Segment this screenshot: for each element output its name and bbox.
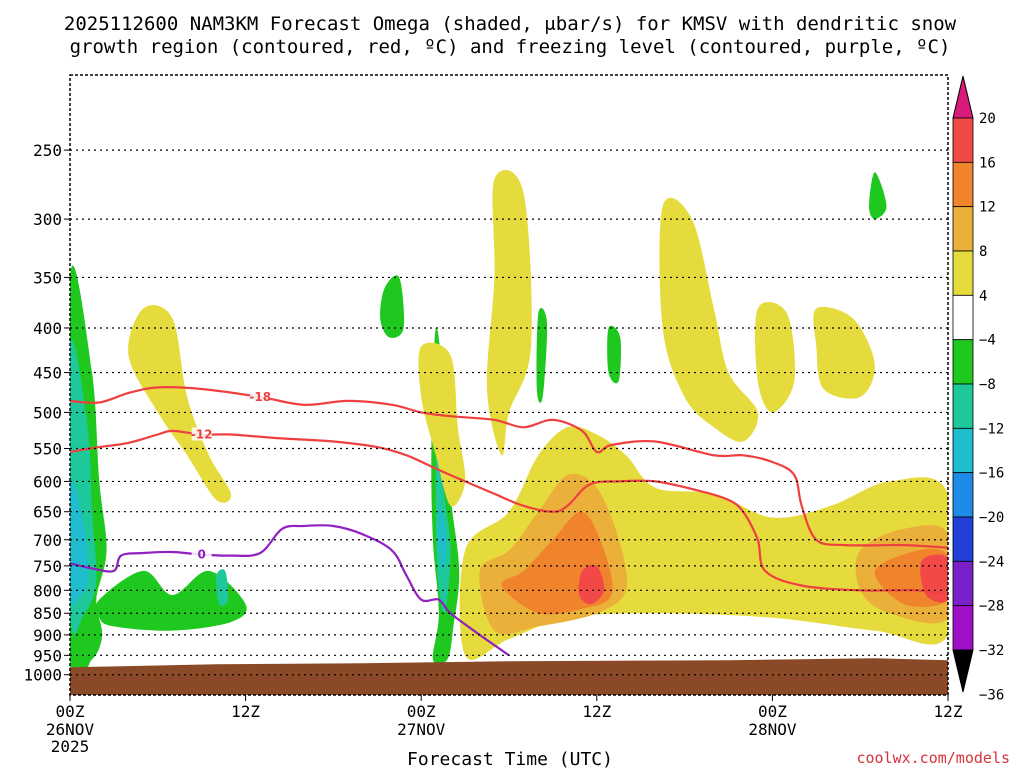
contour-label-isotherm-minus-18: -18: [249, 390, 271, 404]
y-tick-label: 800: [33, 581, 62, 600]
colorbar-bin: [952, 516, 974, 562]
contour-label-bg: [191, 547, 212, 561]
y-tick-label: 450: [33, 364, 62, 383]
omega-region-neg-top-right: [869, 172, 887, 220]
contour-isotherm-minus-18: [70, 386, 948, 549]
colorbar-tick-label: −20: [979, 510, 1004, 526]
colorbar-tick-label: 12: [979, 200, 996, 216]
omega-region-pos-col-27: [418, 342, 466, 507]
colorbar-bin: [952, 383, 974, 429]
colorbar-bin: [952, 427, 974, 474]
colorbar-bin: [952, 294, 974, 341]
chart-title-line-2: growth region (contoured, red, ºC) and f…: [70, 36, 951, 58]
omega-region-neg-left-inner: [70, 479, 89, 606]
y-tick-label: 850: [33, 604, 62, 623]
colorbar-bin: [952, 161, 974, 208]
y-tick-label: 550: [33, 439, 62, 458]
y-tick-label: 250: [33, 141, 62, 160]
colorbar-tick-label: −36: [979, 687, 1004, 703]
credit-link[interactable]: coolwx.com/models: [856, 749, 1010, 767]
colorbar-tick-label: −4: [979, 333, 996, 349]
chart-title-line-1: 2025112600 NAM3KM Forecast Omega (shaded…: [64, 13, 957, 35]
colorbar-bin: [952, 250, 974, 296]
colorbar-tick-label: −12: [979, 421, 1004, 437]
contour-freezing-level-0: [70, 524, 510, 657]
omega-region-neg-col-27-inner: [438, 505, 447, 571]
plot-area: [70, 75, 948, 695]
colorbar-bin: [952, 117, 974, 163]
y-tick-label: 400: [33, 319, 62, 338]
colorbar-tick-label: −8: [979, 377, 996, 393]
omega-region-pos-col-41: [659, 197, 759, 442]
colorbar-tick-label: −24: [979, 554, 1004, 570]
y-tick-label: 750: [33, 557, 62, 576]
x-tick-label: 00Z: [758, 702, 787, 721]
colorbar-tick-label: −32: [979, 643, 1004, 659]
y-tick-label: 950: [33, 646, 62, 665]
ground-terrain: [70, 658, 948, 695]
y-tick-label: 350: [33, 268, 62, 287]
colorbar-bin: [952, 560, 974, 607]
colorbar-bin: [952, 339, 974, 385]
omega-region-pos-band-44: [681, 533, 832, 575]
colorbar-tick-label: −16: [979, 466, 1004, 482]
x-tick-label: 00Z: [407, 702, 436, 721]
colorbar: 20 16 12 8 4 −4 −8 −12 −16 −20 −24 −28 −32 −36: [952, 75, 1004, 703]
y-tick-label: 700: [33, 531, 62, 550]
colorbar-tick-label: −28: [979, 599, 1004, 615]
x-tick-date: 28NOV: [748, 720, 797, 739]
colorbar-tick-label: 4: [979, 288, 987, 304]
y-tick-label: 900: [33, 626, 62, 645]
y-tick-label: 500: [33, 403, 62, 422]
omega-region-neg-low-band: [95, 570, 247, 631]
contour-layer: -18 -12 0: [70, 386, 948, 657]
omega-region-neg-thin-32: [536, 308, 548, 403]
plot-frame: [69, 74, 949, 696]
x-tick-label: 12Z: [582, 702, 611, 721]
y-tick-label: 650: [33, 503, 62, 522]
colorbar-max-arrow: [952, 75, 974, 119]
x-tick-label: 12Z: [934, 702, 963, 721]
colorbar-min-arrow: [952, 649, 974, 693]
y-tick-label: 600: [33, 472, 62, 491]
omega-region-pos-blob-48: [754, 301, 796, 413]
x-tick-date: 26NOV: [46, 720, 95, 739]
colorbar-tick-label: 20: [979, 111, 996, 127]
contour-label-bg: [191, 427, 212, 441]
omega-region-pos-core-16: [578, 564, 605, 605]
colorbar-bin: [952, 605, 974, 651]
x-axis-label: Forecast Time (UTC): [407, 749, 613, 768]
grid-layer: [70, 149, 948, 676]
contour-label-freezing-level-0: 0: [198, 548, 206, 562]
axes-layer: 250 300 350 400 450 500 550 600 650 700 750 800 850 9…: [23, 74, 963, 756]
colorbar-bin: [952, 472, 974, 518]
colorbar-tick-label: 16: [979, 155, 996, 171]
omega-region-pos-blob-52: [813, 306, 875, 399]
omega-region-neg-low-blob: [216, 569, 229, 607]
contour-label-isotherm-minus-12: -12: [191, 427, 213, 441]
omega-region-neg-blob-37: [607, 325, 622, 384]
contour-label-bg: [250, 389, 271, 403]
x-tick-label: 12Z: [231, 702, 260, 721]
y-tick-label: 300: [33, 210, 62, 229]
omega-region-pos-upper-left: [128, 305, 232, 503]
omega-region-pos-col-29: [486, 169, 532, 456]
x-tick-date: 27NOV: [397, 720, 446, 739]
y-tick-label: 1000: [23, 666, 62, 685]
x-tick-label: 00Z: [56, 702, 85, 721]
colorbar-tick-label: 8: [979, 244, 987, 260]
omega-region-neg-upper-blob: [380, 275, 405, 338]
x-tick-year: 2025: [51, 737, 90, 756]
colorbar-bin: [952, 206, 974, 252]
